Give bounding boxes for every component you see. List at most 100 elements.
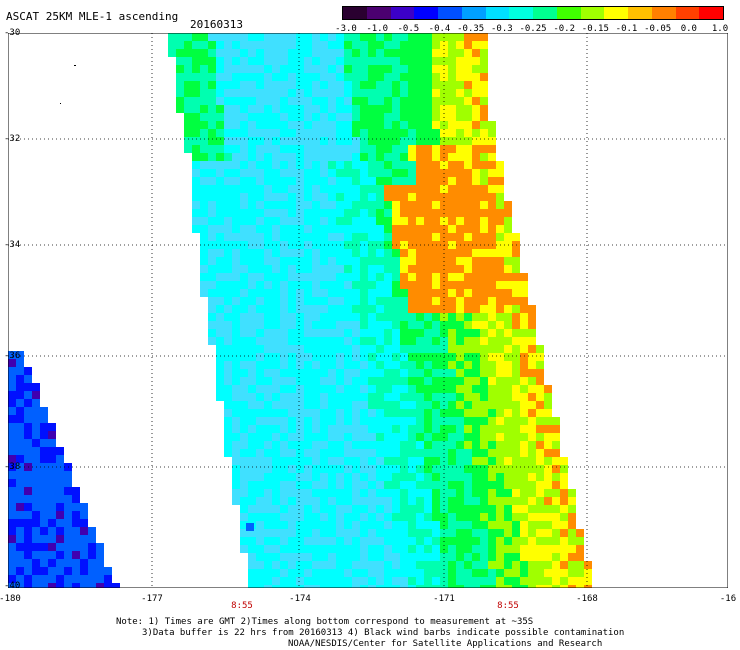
data-cell	[376, 449, 384, 457]
data-cell	[336, 497, 344, 505]
data-cell	[272, 265, 280, 273]
data-cell	[272, 273, 280, 281]
data-cell	[376, 289, 384, 297]
data-cell	[448, 401, 456, 409]
data-cell	[192, 41, 200, 49]
data-cell	[360, 41, 368, 49]
data-cell	[528, 577, 536, 585]
data-cell	[232, 369, 240, 377]
data-cell	[400, 361, 408, 369]
data-cell	[552, 545, 560, 553]
data-cell	[200, 153, 208, 161]
data-cell	[288, 353, 296, 361]
data-cell	[360, 337, 368, 345]
data-cell	[512, 417, 520, 425]
data-cell	[312, 233, 320, 241]
data-cell	[336, 561, 344, 569]
data-cell	[504, 265, 512, 273]
data-cell	[40, 511, 48, 519]
data-cell	[376, 169, 384, 177]
data-cell	[496, 473, 504, 481]
data-cell	[224, 297, 232, 305]
data-cell	[216, 33, 224, 41]
data-cell	[432, 385, 440, 393]
data-cell	[248, 33, 256, 41]
data-cell	[472, 233, 480, 241]
data-cell	[416, 249, 424, 257]
data-cell	[360, 305, 368, 313]
data-cell	[400, 257, 408, 265]
data-cell	[32, 535, 40, 543]
data-cell	[424, 553, 432, 561]
data-cell	[384, 225, 392, 233]
data-cell	[272, 209, 280, 217]
data-cell	[360, 505, 368, 513]
data-cell	[408, 305, 416, 313]
data-cell	[408, 353, 416, 361]
latitude-tick-label: -30	[4, 28, 21, 38]
data-cell	[272, 497, 280, 505]
data-cell	[416, 225, 424, 233]
data-cell	[240, 57, 248, 65]
data-cell	[8, 391, 16, 399]
data-cell	[304, 273, 312, 281]
data-cell	[352, 289, 360, 297]
data-cell	[280, 361, 288, 369]
data-cell	[24, 567, 32, 575]
data-cell	[408, 473, 416, 481]
data-cell	[456, 393, 464, 401]
data-cell	[296, 345, 304, 353]
data-cell	[544, 417, 552, 425]
data-cell	[528, 489, 536, 497]
data-cell	[536, 369, 544, 377]
data-cell	[320, 137, 328, 145]
data-cell	[472, 193, 480, 201]
data-cell	[496, 561, 504, 569]
data-cell	[496, 553, 504, 561]
data-cell	[352, 505, 360, 513]
data-cell	[528, 337, 536, 345]
data-cell	[56, 543, 64, 551]
data-cell	[280, 257, 288, 265]
data-cell	[504, 489, 512, 497]
data-cell	[456, 561, 464, 569]
data-cell	[192, 105, 200, 113]
data-cell	[376, 281, 384, 289]
data-cell	[304, 489, 312, 497]
data-cell	[248, 417, 256, 425]
data-cell	[312, 345, 320, 353]
data-cell	[480, 65, 488, 73]
data-cell	[448, 49, 456, 57]
data-cell	[264, 153, 272, 161]
data-cell	[448, 313, 456, 321]
data-cell	[312, 209, 320, 217]
data-cell	[264, 457, 272, 465]
data-cell	[448, 577, 456, 585]
data-cell	[408, 369, 416, 377]
data-cell	[248, 441, 256, 449]
data-cell	[424, 489, 432, 497]
colorbar-segment	[604, 7, 628, 19]
data-cell	[448, 585, 456, 588]
data-cell	[328, 249, 336, 257]
data-cell	[360, 209, 368, 217]
data-cell	[24, 407, 32, 415]
data-cell	[472, 417, 480, 425]
data-cell	[336, 489, 344, 497]
data-cell	[456, 273, 464, 281]
data-cell	[8, 367, 16, 375]
data-cell	[432, 521, 440, 529]
data-cell	[264, 177, 272, 185]
data-cell	[272, 137, 280, 145]
data-cell	[280, 217, 288, 225]
data-cell	[520, 385, 528, 393]
data-cell	[208, 305, 216, 313]
data-cell	[328, 369, 336, 377]
data-cell	[256, 345, 264, 353]
data-cell	[416, 281, 424, 289]
data-cell	[312, 433, 320, 441]
data-cell	[392, 129, 400, 137]
data-cell	[448, 457, 456, 465]
data-cell	[536, 553, 544, 561]
data-cell	[432, 433, 440, 441]
